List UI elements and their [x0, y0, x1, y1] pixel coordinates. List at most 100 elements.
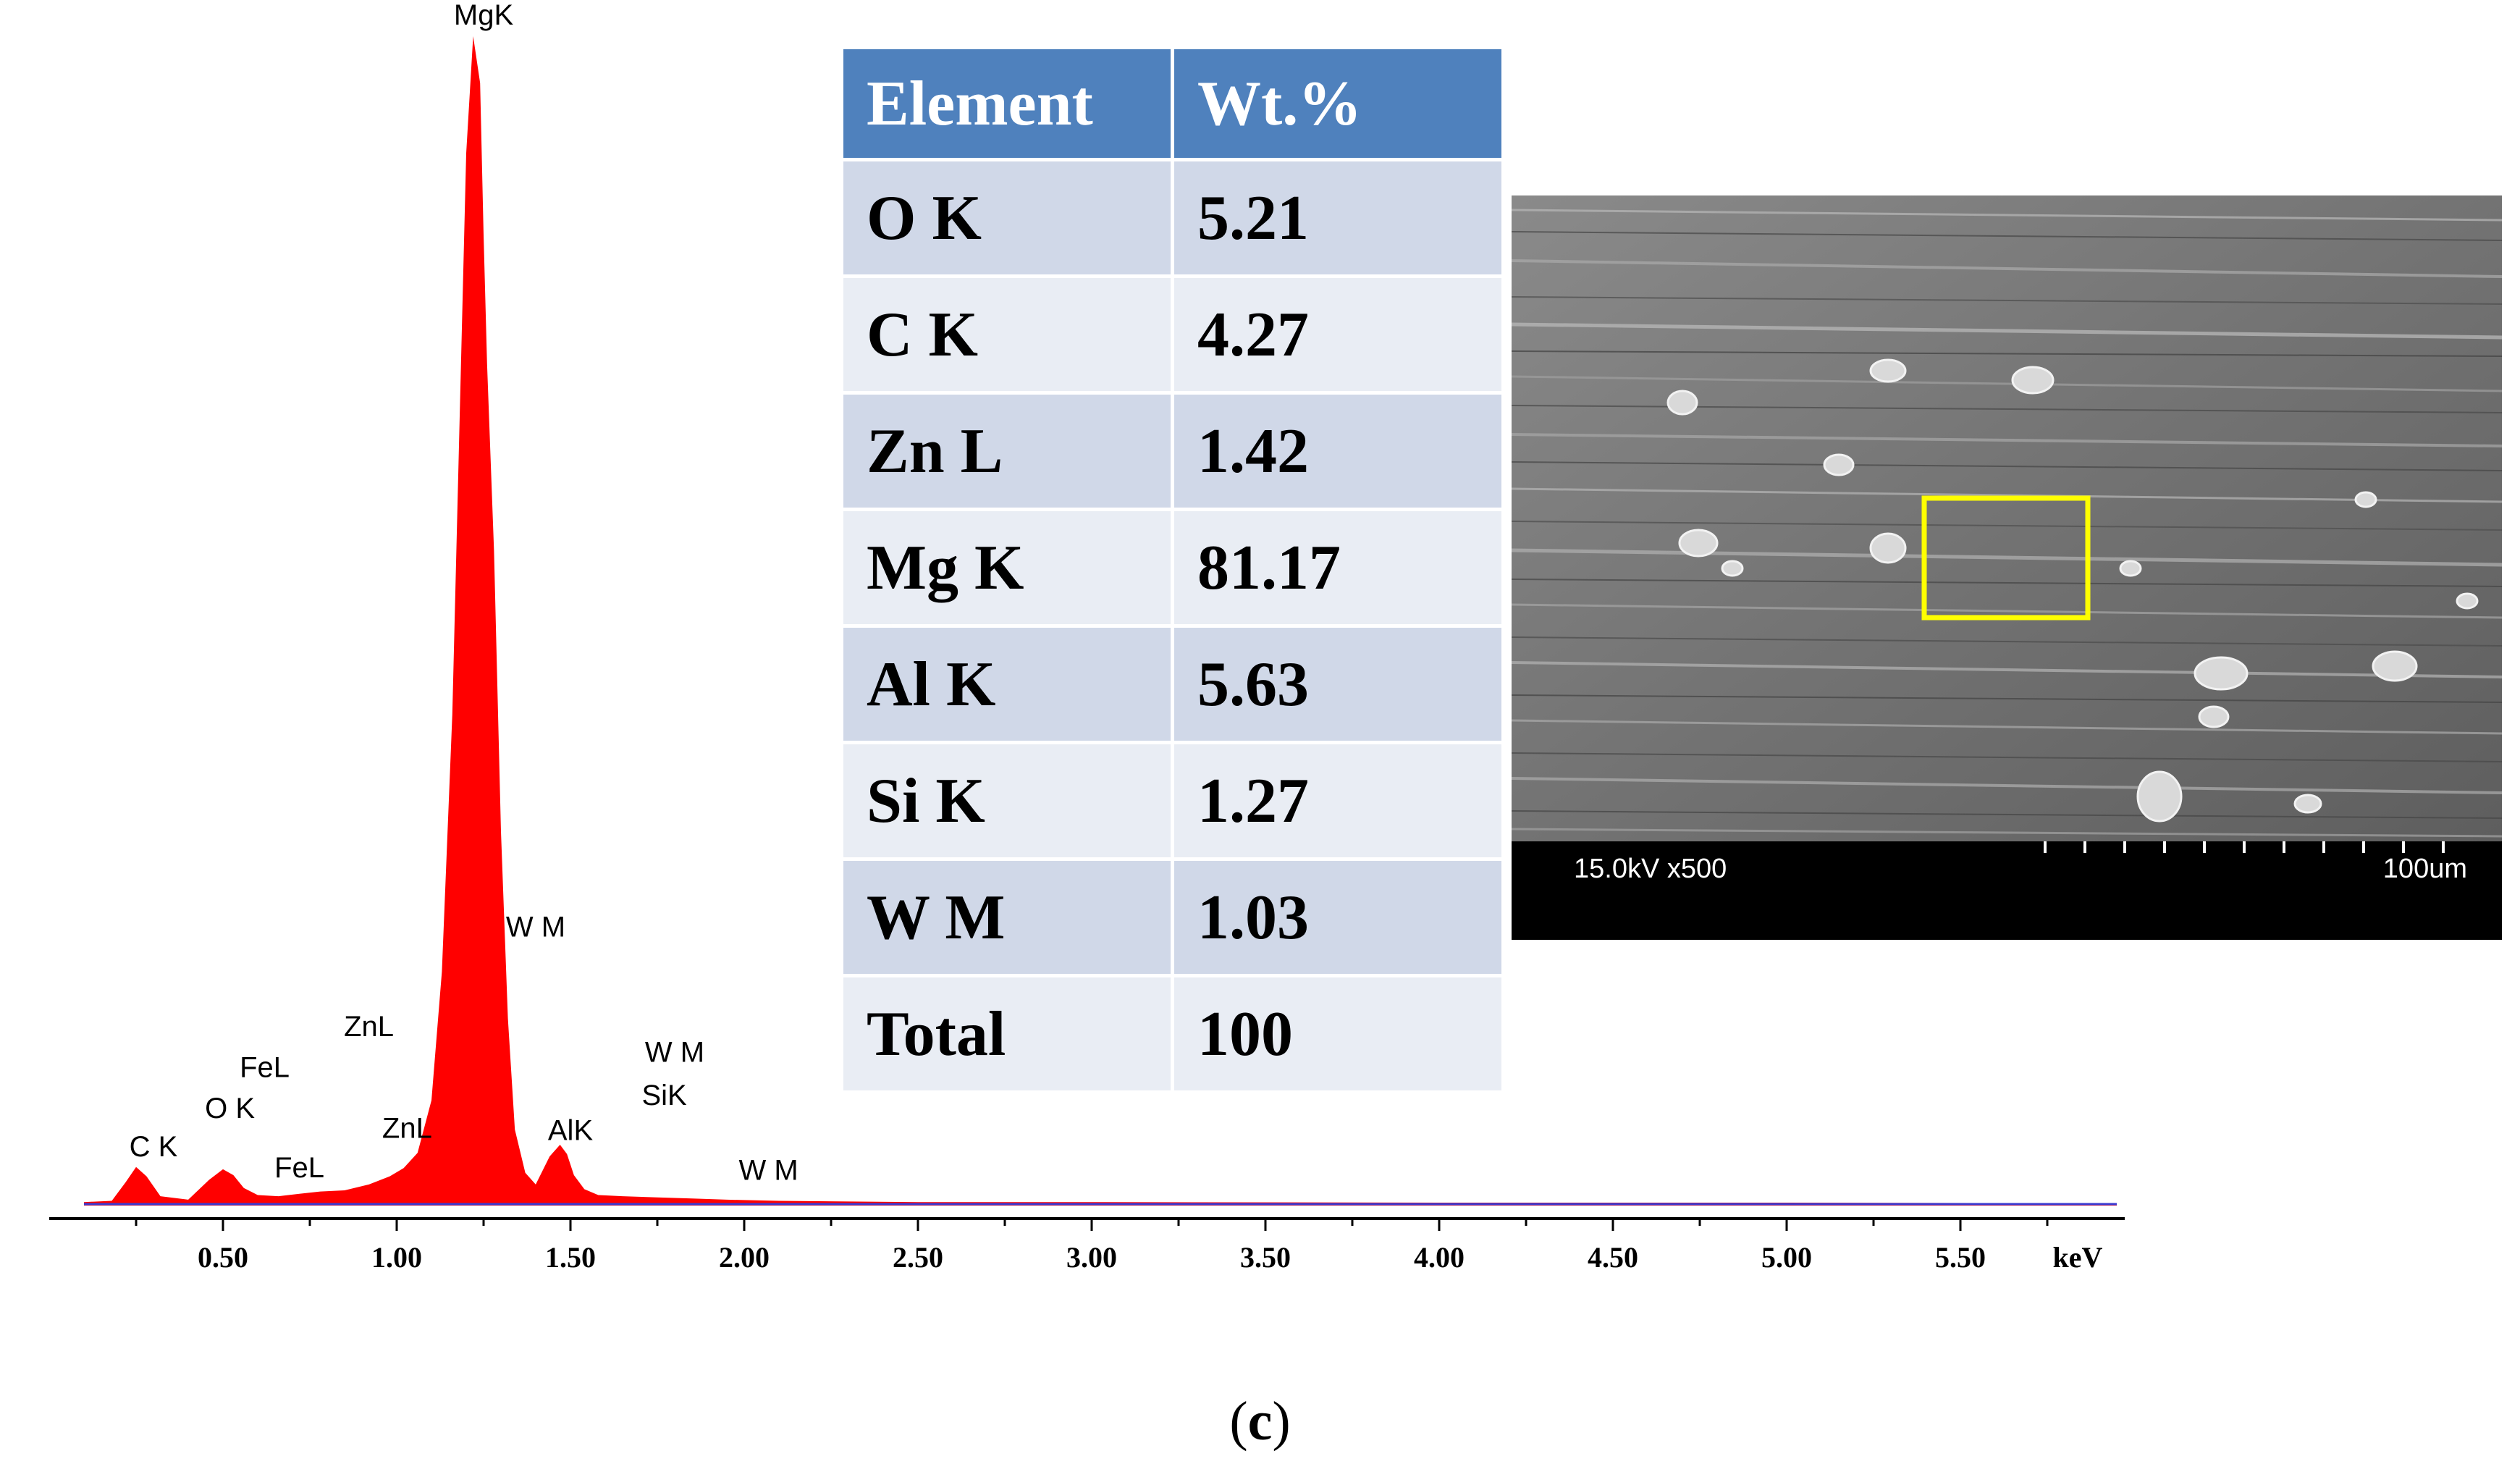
- sem-particle: [1823, 453, 1855, 476]
- peak-label: W M: [645, 1036, 704, 1068]
- sem-particle: [2293, 794, 2322, 814]
- weight-percent-cell: 5.21: [1174, 161, 1501, 274]
- element-cell: Al K: [843, 628, 1171, 741]
- peak-labels: MgK W M ZnL FeL O K C K ZnL FeL AlK W M SiK W M: [130, 0, 798, 1186]
- peak-label: ZnL: [344, 1011, 394, 1043]
- table-row: Zn L 1.42: [843, 395, 1501, 508]
- sem-scratch-line: [1512, 694, 2502, 703]
- sem-scratch-line: [1512, 231, 2502, 241]
- weight-percent-cell: 100: [1174, 977, 1501, 1090]
- element-cell: W M: [843, 861, 1171, 974]
- sem-scratch-line: [1512, 719, 2502, 735]
- peak-label: C K: [130, 1131, 178, 1163]
- sem-particle: [1678, 529, 1719, 558]
- peak-label: W M: [506, 912, 565, 943]
- sem-particle: [2011, 366, 2055, 395]
- peak-label: FeL: [274, 1152, 324, 1184]
- sem-micrograph: 15.0kV x500 100um: [1512, 195, 2502, 940]
- peak-label: W M: [739, 1154, 798, 1186]
- caption-close-paren: ): [1272, 1391, 1291, 1452]
- sem-scale-bar-label: 100um: [2383, 854, 2467, 884]
- header-weight-percent: Wt.%: [1174, 49, 1501, 158]
- x-tick-label: 2.00: [719, 1241, 770, 1274]
- sem-scratch-line: [1512, 433, 2502, 447]
- sem-particle: [2136, 770, 2183, 823]
- x-tick-label: 5.00: [1761, 1241, 1812, 1274]
- sem-scratch-line: [1512, 579, 2502, 587]
- sem-scratch-line: [1512, 810, 2502, 819]
- peak-label: AlK: [548, 1115, 594, 1147]
- table-row: Total 100: [843, 977, 1501, 1090]
- element-cell: Si K: [843, 744, 1171, 857]
- sem-scratch-line: [1512, 636, 2502, 647]
- sem-scratch-line: [1512, 209, 2502, 222]
- table-row: Si K 1.27: [843, 744, 1501, 857]
- x-tick-label: 3.00: [1066, 1241, 1117, 1274]
- table-row: Al K 5.63: [843, 628, 1501, 741]
- caption-open-paren: (: [1229, 1391, 1248, 1452]
- sem-scratch-line: [1512, 548, 2502, 567]
- x-tick-label: 5.50: [1935, 1241, 1986, 1274]
- sem-scale-bar: [2044, 841, 2445, 853]
- sem-scratch-line: [1512, 350, 2502, 357]
- weight-percent-cell: 4.27: [1174, 278, 1501, 391]
- sem-particle: [2456, 592, 2479, 610]
- sem-scratch-line: [1512, 259, 2502, 278]
- weight-percent-cell: 1.27: [1174, 744, 1501, 857]
- x-tick-label: 2.50: [893, 1241, 943, 1274]
- table-row: C K 4.27: [843, 278, 1501, 391]
- sem-particle: [1666, 390, 1698, 416]
- sem-scratch-line: [1512, 322, 2502, 340]
- sem-surface-particles: [1666, 358, 2479, 823]
- sem-scratch-line: [1512, 828, 2502, 838]
- spectrum-area: [84, 36, 2117, 1206]
- x-tick-label: 1.00: [371, 1241, 422, 1274]
- peak-label: ZnL: [382, 1112, 432, 1144]
- caption-letter: c: [1247, 1391, 1273, 1452]
- sem-particle: [2194, 656, 2249, 691]
- sem-particle: [1869, 358, 1907, 383]
- sem-particle: [1721, 560, 1744, 577]
- element-cell: Mg K: [843, 511, 1171, 624]
- sem-voltage-magnification: 15.0kV x500: [1574, 854, 1727, 884]
- peak-label: MgK: [454, 0, 514, 31]
- peak-label: O K: [205, 1093, 255, 1124]
- sem-scratch-line: [1512, 461, 2502, 471]
- table-row: O K 5.21: [843, 161, 1501, 274]
- eds-analysis-area-highlight: [1921, 495, 2091, 621]
- weight-percent-cell: 1.03: [1174, 861, 1501, 974]
- x-axis-unit-label: keV: [2053, 1241, 2103, 1274]
- element-cell: O K: [843, 161, 1171, 274]
- sem-surface-image: [1512, 195, 2502, 841]
- sem-particle: [2372, 650, 2418, 682]
- sem-scratch-line: [1512, 752, 2502, 762]
- peak-label: FeL: [240, 1051, 290, 1083]
- element-cell: C K: [843, 278, 1171, 391]
- peak-label: SiK: [641, 1080, 687, 1111]
- x-tick-label: 4.50: [1588, 1241, 1638, 1274]
- weight-percent-cell: 1.42: [1174, 395, 1501, 508]
- table-header-row: Element Wt.%: [843, 49, 1501, 158]
- spectrum-plot-area: [84, 36, 2117, 1206]
- sem-scratch-line: [1512, 296, 2502, 305]
- element-cell: Total: [843, 977, 1171, 1090]
- x-tick-label: 0.50: [198, 1241, 248, 1274]
- element-cell: Zn L: [843, 395, 1171, 508]
- x-tick-label: 1.50: [545, 1241, 596, 1274]
- sem-scratch-line: [1512, 777, 2502, 794]
- sem-scratch-line: [1512, 521, 2502, 531]
- x-tick-label: 3.50: [1240, 1241, 1291, 1274]
- sem-scratch-line: [1512, 661, 2502, 678]
- sem-particle: [2119, 560, 2142, 577]
- sem-info-bar: [1512, 841, 2502, 940]
- sem-scratch-line: [1512, 487, 2502, 503]
- sem-particle: [2198, 705, 2230, 728]
- header-element: Element: [843, 49, 1171, 158]
- sem-scratch-line: [1512, 603, 2502, 619]
- sem-particle: [2354, 491, 2377, 508]
- weight-percent-cell: 5.63: [1174, 628, 1501, 741]
- x-tick-label: 4.00: [1414, 1241, 1465, 1274]
- figure-caption: (c): [0, 1390, 2520, 1453]
